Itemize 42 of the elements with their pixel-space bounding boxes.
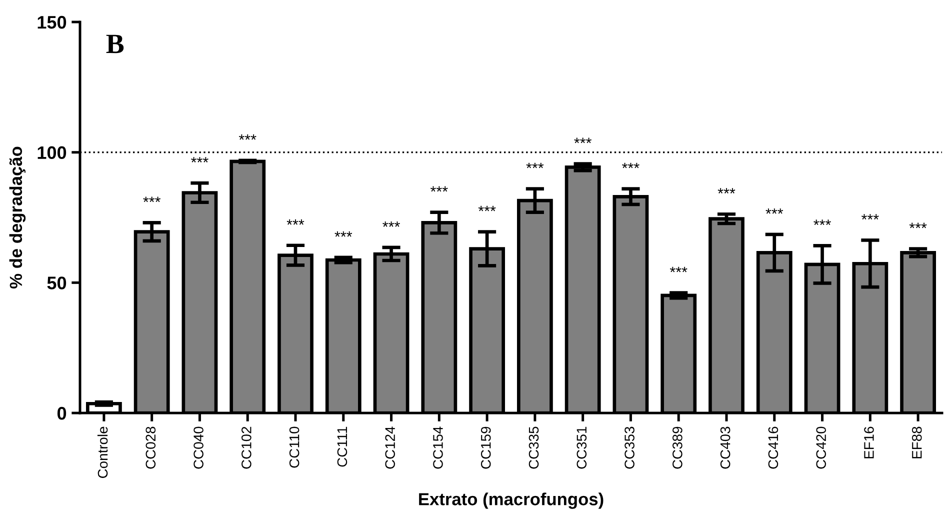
x-tick-label: CC028	[146, 426, 156, 469]
x-tick-label: CC102	[242, 426, 252, 469]
x-tick-label: CC124	[385, 426, 396, 469]
y-axis-title: % de degradação	[9, 146, 26, 288]
x-tick-label: CC111	[337, 426, 348, 467]
x-tick-label: CC159	[480, 426, 491, 469]
data-label: ***	[670, 266, 688, 272]
data-label: ***	[909, 222, 927, 228]
x-tick-label: CC154	[433, 426, 443, 469]
x-tick-label: EF88	[912, 426, 922, 458]
data-label: ***	[574, 138, 592, 144]
x-tick-label: CC389	[672, 426, 682, 469]
y-tick-label: 0	[57, 406, 66, 420]
data-label: ***	[766, 208, 784, 214]
x-axis-title: Extrato (macrofungos)	[419, 492, 604, 509]
x-tick-label: CC110	[289, 426, 300, 468]
data-label: ***	[718, 188, 736, 194]
data-label: ***	[238, 134, 256, 140]
data-label: ***	[143, 196, 161, 202]
data-label: ***	[622, 162, 640, 168]
x-tick-label: EF16	[864, 426, 874, 458]
y-tick-label: 100	[38, 146, 66, 160]
data-label: ***	[382, 221, 400, 227]
data-label: ***	[430, 186, 448, 192]
annotation: B	[106, 34, 124, 54]
x-tick-label: Controle	[97, 426, 108, 478]
x-tick-label: CC420	[816, 426, 826, 469]
x-tick-label: CC335	[528, 426, 539, 469]
data-label: ***	[334, 231, 352, 237]
x-tick-label: CC040	[194, 426, 204, 469]
data-label: ***	[814, 220, 831, 226]
x-tick-label: CC416	[768, 426, 778, 469]
x-tick-label: CC351	[576, 426, 587, 469]
y-tick-label: 50	[47, 276, 66, 290]
data-label: ***	[286, 219, 304, 225]
data-label: ***	[191, 157, 208, 162]
data-label: ***	[478, 206, 496, 212]
y-tick-label: 150	[38, 16, 66, 29]
x-tick-label: CC403	[720, 426, 730, 469]
data-label: ***	[861, 214, 879, 220]
x-tick-label: CC353	[624, 426, 634, 469]
data-label: ***	[526, 162, 544, 168]
